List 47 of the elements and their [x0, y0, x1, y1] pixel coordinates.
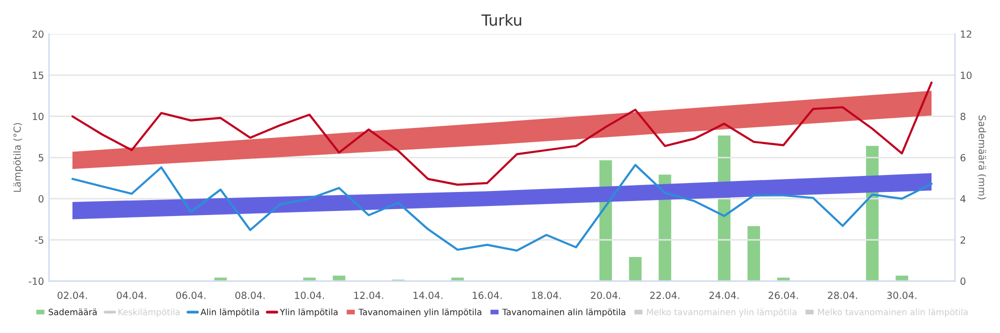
y-tick-label: 20	[32, 30, 44, 38]
x-tick-label: 10.04.	[295, 292, 324, 299]
y-tick-label: -10	[28, 278, 44, 285]
y2-tick-label: 6	[960, 154, 966, 162]
y-tick-label: 10	[32, 112, 44, 120]
line-series	[71, 82, 933, 186]
line-series	[71, 164, 933, 252]
bar	[212, 276, 228, 282]
x-tick-label: 30.04.	[887, 292, 916, 299]
y2-tick-label: 2	[960, 236, 966, 244]
y2-tick-label: 12	[960, 30, 972, 38]
legend-label: Tavanomainen alin lämpötila	[502, 308, 626, 317]
legend-label: Alin lämpötila	[200, 308, 259, 317]
chart-title: Turku	[481, 14, 522, 26]
y-tick-label: 0	[38, 195, 44, 203]
y-tick-label: 15	[32, 72, 44, 79]
bar	[331, 274, 347, 282]
y2-tick-label: 4	[960, 195, 966, 202]
x-tick-label: 18.04.	[532, 292, 561, 299]
y-tick-label: -5	[34, 236, 44, 244]
x-tick-label: 06.04.	[176, 292, 206, 299]
legend-label: Tavanomainen ylin lämpötila	[358, 308, 482, 317]
x-tick-label: 04.04.	[116, 292, 146, 299]
legend-label: Sademäärä	[48, 308, 97, 316]
bar	[302, 276, 318, 282]
x-tick-label: 22.04.	[650, 292, 680, 299]
x-tick-label: 02.04.	[58, 292, 87, 299]
y2-axis-title: Sademäärä (mm)	[977, 116, 986, 200]
y2-tick-label: 0	[960, 278, 966, 285]
x-tick-label: 12.04.	[354, 292, 384, 299]
x-tick-label: 16.04.	[472, 292, 502, 299]
x-tick-label: 28.04.	[828, 292, 858, 299]
legend-label: Ylin lämpötila	[280, 308, 338, 317]
y-tick-label: 5	[38, 154, 44, 162]
x-tick-label: 26.04.	[768, 292, 798, 299]
x-tick-label: 14.04.	[414, 292, 442, 299]
x-tick-label: 08.04.	[235, 292, 265, 299]
x-tick-label: 24.04.	[709, 292, 739, 299]
bar	[894, 274, 910, 282]
y2-tick-label: 8	[960, 112, 966, 120]
bar	[628, 256, 643, 282]
bar	[746, 224, 762, 282]
bar	[450, 276, 466, 282]
y2-tick-label: 10	[960, 72, 972, 79]
y-axis-title: Lämpötila (°C)	[13, 123, 23, 192]
bar	[776, 276, 792, 282]
x-tick-label: 20.04.	[590, 292, 620, 299]
